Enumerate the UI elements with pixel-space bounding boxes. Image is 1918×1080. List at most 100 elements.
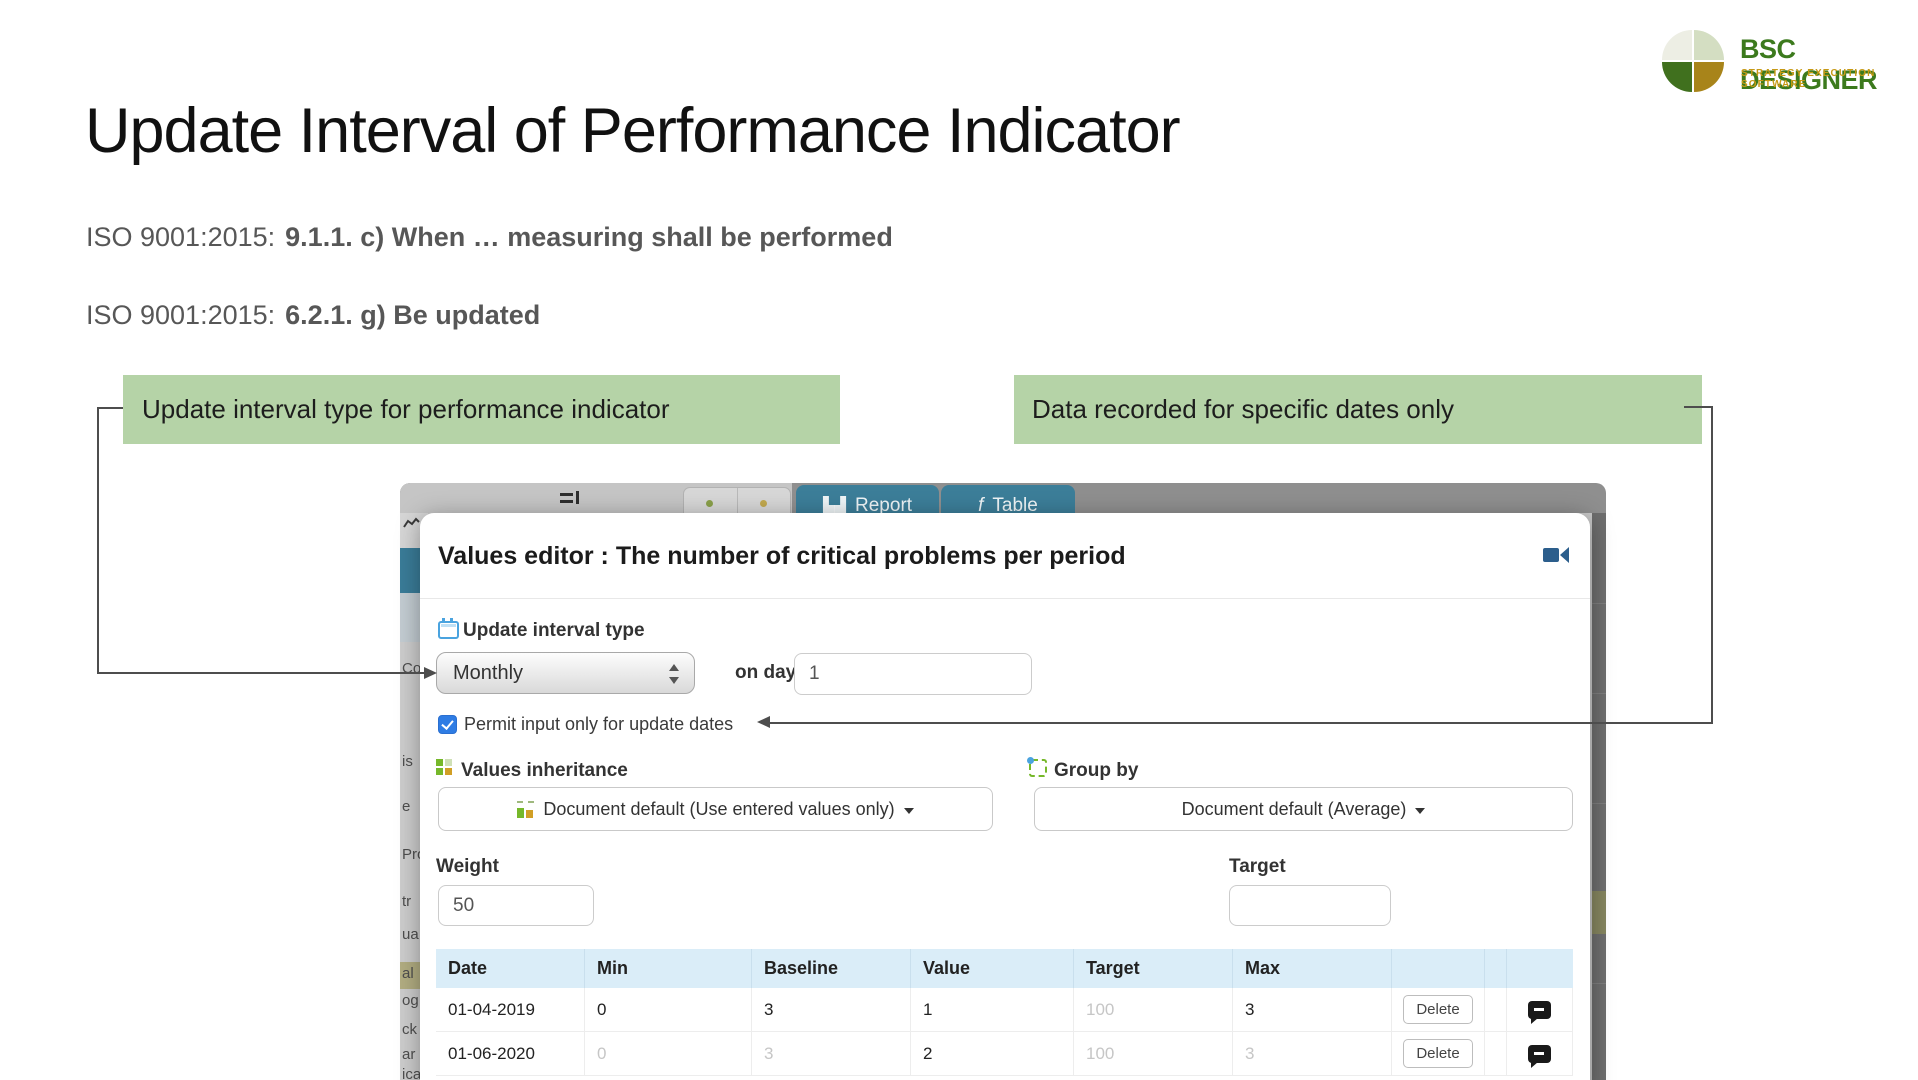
function-icon: f: [978, 495, 984, 513]
toolbar-table-button[interactable]: f Table: [941, 485, 1075, 513]
cell-value: 1: [911, 988, 1074, 1032]
cell-target: 100: [1074, 988, 1233, 1032]
comment-icon[interactable]: [1528, 1000, 1551, 1024]
cell-comment: [1507, 988, 1573, 1032]
interval-type-select[interactable]: Monthly: [436, 652, 695, 694]
target-label: Target: [1229, 856, 1286, 877]
video-camera-icon[interactable]: [1543, 547, 1569, 564]
iso-detail: 9.1.1. c) When … measuring shall be perf…: [285, 222, 893, 252]
cell-min: 0: [585, 988, 752, 1032]
iso-reference-2: ISO 9001:2015: 6.2.1. g) Be updated: [86, 300, 540, 331]
cell-target: 100: [1074, 1032, 1233, 1076]
chart-line-icon: [403, 517, 420, 528]
values-editor-modal: Values editor : The number of critical p…: [420, 513, 1590, 1080]
connector-1-arrowhead-icon: [424, 667, 437, 679]
cell-baseline: 3: [752, 1032, 911, 1076]
tree-fragment: Pro: [402, 846, 426, 863]
toolbar-toggle-right[interactable]: [736, 488, 791, 514]
connector-1-horizontal: [97, 672, 425, 674]
tree-fragment: ck: [402, 1021, 417, 1038]
toolbar-toggle-left[interactable]: [684, 488, 737, 514]
connector-2-stub: [1684, 406, 1713, 408]
on-day-label: on day: [735, 662, 797, 683]
tree-fragment: tr: [402, 893, 412, 910]
tree-fragment: ar: [402, 1046, 416, 1063]
toolbar-button-label: Table: [992, 495, 1038, 513]
cell-spacer: [1485, 988, 1507, 1032]
column-header-value: Value: [911, 949, 1074, 988]
bar-chart-icon: ▙▟: [822, 497, 847, 513]
iso-prefix: ISO 9001:2015:: [86, 222, 276, 252]
cell-date: 01-06-2020: [436, 1032, 585, 1076]
permit-checkbox-label: Permit input only for update dates: [464, 714, 734, 734]
tree-fragment: ua: [402, 926, 419, 943]
stepper-arrows-icon: [668, 662, 680, 686]
column-header-max: Max: [1233, 949, 1392, 988]
column-header-baseline: Baseline: [752, 949, 911, 988]
tree-fragment: al: [402, 965, 414, 982]
toolbar-toggle-buttons[interactable]: [683, 487, 791, 514]
caret-down-icon: [903, 807, 914, 814]
target-input[interactable]: [1229, 885, 1391, 926]
connector-2-vertical: [1711, 406, 1713, 724]
interval-type-value: Monthly: [453, 661, 524, 684]
logo-tagline: STRATEGY EXECUTION SOFTWARE: [1741, 68, 1876, 90]
tree-fragment: e: [402, 798, 411, 815]
connector-2-horizontal: [770, 722, 1713, 724]
toolbar-report-button[interactable]: ▙▟ Report: [796, 485, 939, 513]
cell-max: 3: [1233, 1032, 1392, 1076]
iso-reference-1: ISO 9001:2015: 9.1.1. c) When … measuring…: [86, 222, 893, 253]
app-toolbar: ▙▟ Report f Table: [400, 483, 1606, 514]
delete-button[interactable]: Delete: [1403, 1039, 1473, 1068]
sort-menu-icon[interactable]: [560, 491, 582, 505]
comment-icon[interactable]: [1528, 1044, 1551, 1068]
scrollbar[interactable]: [1592, 513, 1606, 1080]
tree-fragment: is: [402, 753, 413, 770]
permit-checkbox[interactable]: [438, 715, 457, 734]
tree-fragment: ica: [402, 1066, 422, 1080]
connector-2-arrowhead-icon: [757, 716, 770, 728]
group-by-icon: [1027, 757, 1047, 777]
values-inheritance-dropdown[interactable]: Document default (Use entered values onl…: [438, 787, 993, 831]
mini-bars-icon: [517, 800, 535, 818]
bsc-designer-logo-icon: [1662, 30, 1726, 94]
toolbar-button-label: Report: [855, 495, 913, 513]
on-day-input[interactable]: [794, 653, 1032, 695]
calendar-icon: [438, 618, 459, 639]
column-header-actions: [1392, 949, 1485, 988]
weight-input[interactable]: [438, 885, 594, 926]
caret-down-icon: [1415, 807, 1426, 814]
values-inheritance-label: Values inheritance: [461, 760, 628, 781]
kpi-tree-strip: [400, 513, 422, 1080]
tree-fragment: og: [402, 992, 419, 1009]
header-divider: [420, 598, 1590, 599]
iso-detail: 6.2.1. g) Be updated: [285, 300, 541, 330]
cell-spacer: [1485, 1032, 1507, 1076]
cell-max: 3: [1233, 988, 1392, 1032]
values-inheritance-value: Document default (Use entered values onl…: [543, 798, 895, 819]
cell-value: 2: [911, 1032, 1074, 1076]
cell-baseline: 3: [752, 988, 911, 1032]
column-header-min: Min: [585, 949, 752, 988]
delete-button[interactable]: Delete: [1403, 995, 1473, 1024]
cell-date: 01-04-2019: [436, 988, 585, 1032]
modal-title: Values editor : The number of critical p…: [438, 542, 1126, 570]
connector-1-stub: [97, 407, 123, 409]
cell-min: 0: [585, 1032, 752, 1076]
group-by-label: Group by: [1054, 760, 1139, 781]
scrollbar-olive-segment: [1592, 891, 1606, 934]
callout-update-interval: Update interval type for performance ind…: [123, 375, 840, 444]
group-by-value: Document default (Average): [1181, 798, 1407, 819]
cell-actions: Delete: [1392, 1032, 1485, 1076]
column-header-comment: [1507, 949, 1573, 988]
cell-comment: [1507, 1032, 1573, 1076]
column-header-spacer: [1485, 949, 1507, 988]
column-header-target: Target: [1074, 949, 1233, 988]
values-inheritance-icon: [436, 759, 453, 776]
logo-name: BSC DESIGNER: [1740, 34, 1878, 95]
group-by-dropdown[interactable]: Document default (Average): [1034, 787, 1573, 831]
page-title: Update Interval of Performance Indicator: [85, 96, 1181, 166]
update-interval-label: Update interval type: [463, 620, 645, 641]
weight-label: Weight: [436, 856, 499, 877]
